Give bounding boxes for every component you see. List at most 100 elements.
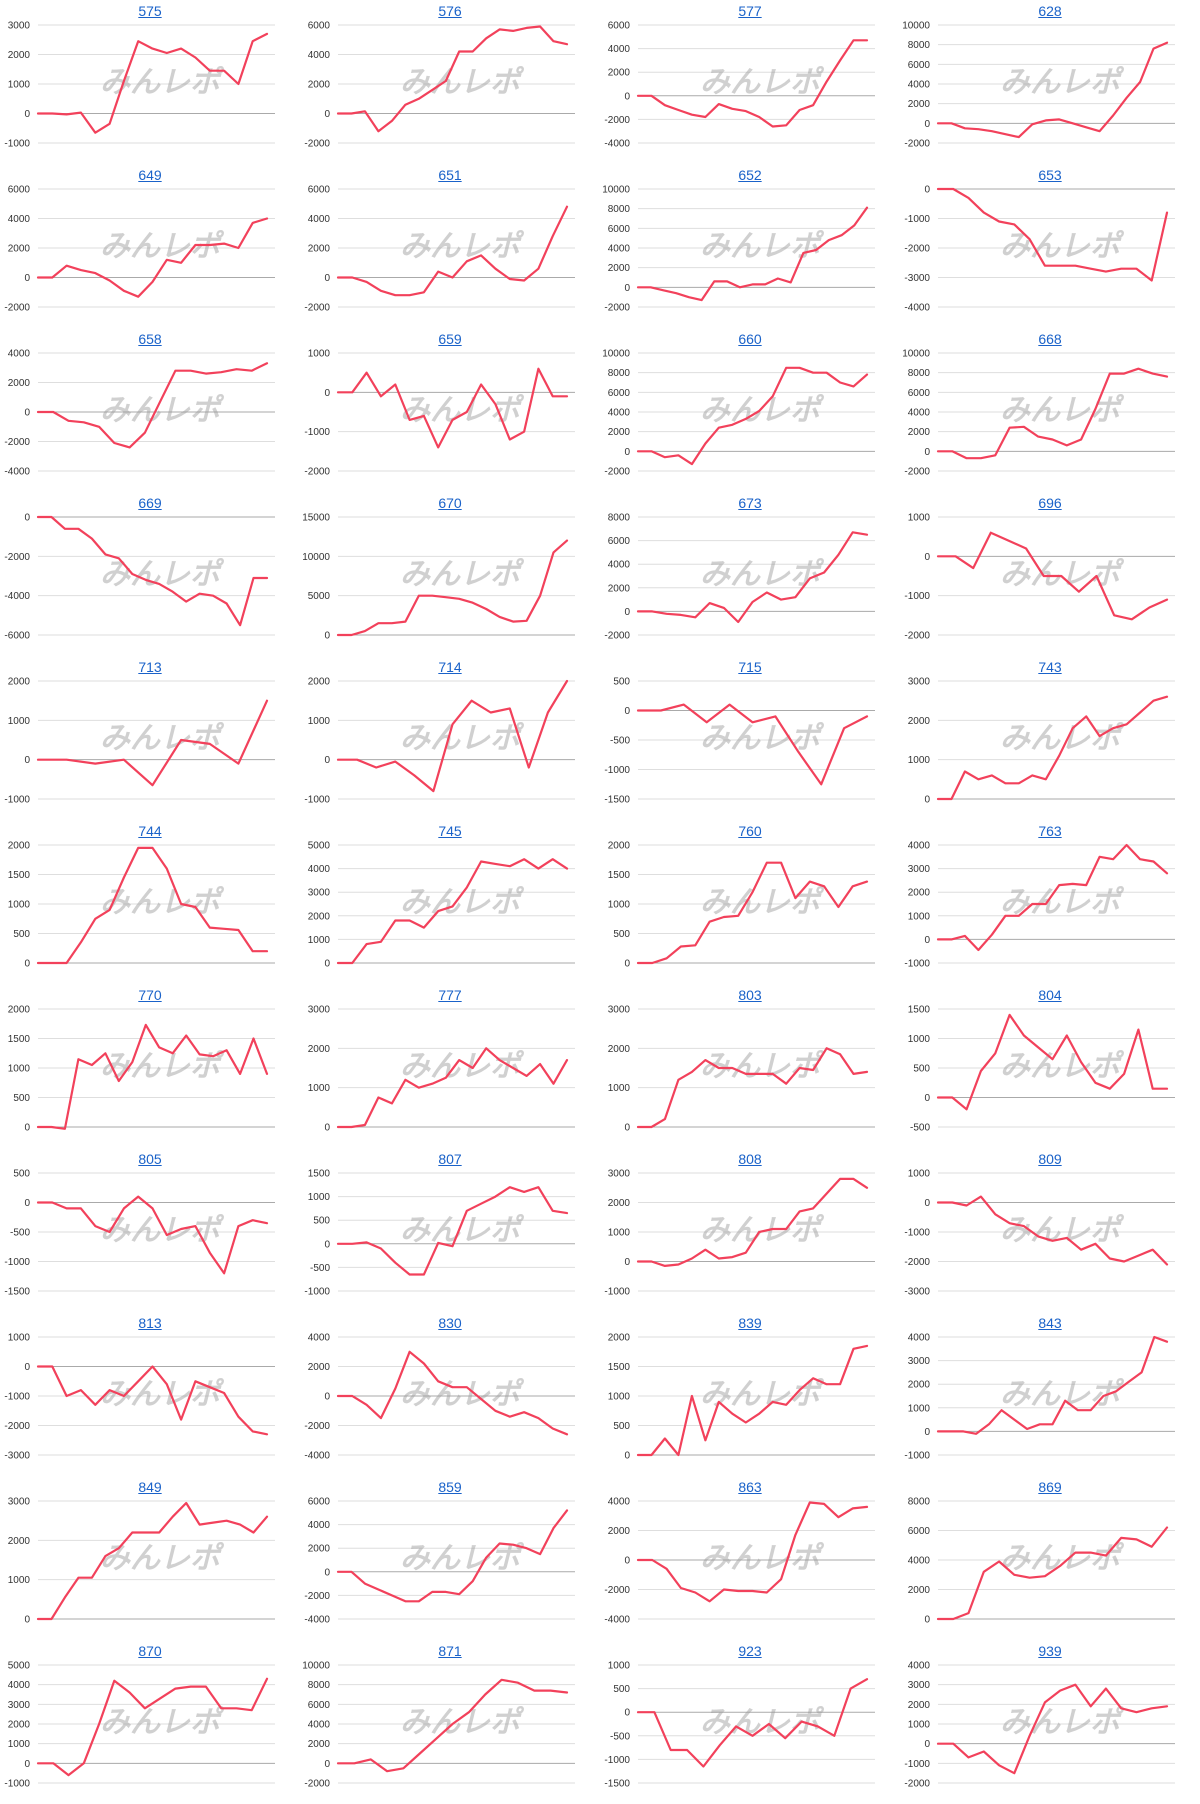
machine-number-link[interactable]: 859 xyxy=(438,1479,462,1495)
machine-number-link[interactable]: 673 xyxy=(738,495,762,511)
y-tick-label: -1000 xyxy=(304,795,330,806)
machine-number-link[interactable]: 628 xyxy=(1038,3,1062,19)
y-tick-label: 2000 xyxy=(308,80,331,91)
machine-number-link[interactable]: 714 xyxy=(438,659,462,675)
y-tick-label: 0 xyxy=(624,283,630,294)
machine-number-link[interactable]: 575 xyxy=(138,3,162,19)
machine-number-link[interactable]: 715 xyxy=(738,659,762,675)
machine-number-link[interactable]: 763 xyxy=(1038,823,1062,839)
machine-number-link[interactable]: 923 xyxy=(738,1643,762,1659)
chart-panel: 1000 0 -1000 -2000 -3000 みんレポ 809 xyxy=(900,1148,1200,1312)
machine-number-link[interactable]: 670 xyxy=(438,495,462,511)
y-tick-label: 2000 xyxy=(608,841,631,852)
machine-number-link[interactable]: 770 xyxy=(138,987,162,1003)
y-tick-label: 8000 xyxy=(908,1497,931,1508)
y-tick-label: 5000 xyxy=(308,841,331,852)
chart-title: 808 xyxy=(600,1148,900,1170)
machine-number-link[interactable]: 869 xyxy=(1038,1479,1062,1495)
machine-number-link[interactable]: 576 xyxy=(438,3,462,19)
line-chart: 10000 8000 6000 4000 2000 0 -2000 みんレポ xyxy=(602,349,875,478)
y-tick-label: 2000 xyxy=(8,841,31,852)
y-tick-label: -2000 xyxy=(604,1585,630,1596)
line-chart: 6000 4000 2000 0 -2000 みんレポ xyxy=(304,21,575,150)
machine-number-link[interactable]: 659 xyxy=(438,331,462,347)
y-tick-label: 4000 xyxy=(608,1497,631,1508)
y-tick-label: 0 xyxy=(624,1556,630,1567)
machine-number-link[interactable]: 830 xyxy=(438,1315,462,1331)
machine-number-link[interactable]: 653 xyxy=(1038,167,1062,183)
series-line xyxy=(336,1678,569,1773)
machine-number-link[interactable]: 660 xyxy=(738,331,762,347)
y-tick-label: 0 xyxy=(24,408,30,419)
chart-title: 649 xyxy=(0,164,300,186)
machine-number-link[interactable]: 745 xyxy=(438,823,462,839)
machine-number-link[interactable]: 777 xyxy=(438,987,462,1003)
machine-number-link[interactable]: 713 xyxy=(138,659,162,675)
machine-number-link[interactable]: 805 xyxy=(138,1151,162,1167)
series-line xyxy=(36,1023,269,1130)
y-tick-label: -2000 xyxy=(604,631,630,642)
y-tick-label: 3000 xyxy=(608,1169,631,1180)
y-tick-label: 4000 xyxy=(308,1333,331,1344)
y-tick-label: 5000 xyxy=(308,591,331,602)
y-tick-label: 0 xyxy=(624,706,630,717)
y-tick-label: 6000 xyxy=(8,185,31,196)
machine-number-link[interactable]: 804 xyxy=(1038,987,1062,1003)
machine-number-link[interactable]: 743 xyxy=(1038,659,1062,675)
machine-number-link[interactable]: 668 xyxy=(1038,331,1062,347)
chart-title: 575 xyxy=(0,0,300,22)
y-tick-label: 1000 xyxy=(308,1192,331,1203)
y-tick-label: -2000 xyxy=(304,139,330,150)
chart-title: 809 xyxy=(900,1148,1200,1170)
machine-number-link[interactable]: 808 xyxy=(738,1151,762,1167)
line-chart: 10000 8000 6000 4000 2000 0 -2000 みんレポ xyxy=(302,1661,575,1790)
chart-panel: 3000 2000 1000 0 みんレポ 803 xyxy=(600,984,900,1148)
machine-number-link[interactable]: 807 xyxy=(438,1151,462,1167)
machine-number-link[interactable]: 669 xyxy=(138,495,162,511)
watermark-logo: みんレポ xyxy=(400,1213,525,1248)
machine-number-link[interactable]: 649 xyxy=(138,167,162,183)
machine-number-link[interactable]: 839 xyxy=(738,1315,762,1331)
machine-number-link[interactable]: 863 xyxy=(738,1479,762,1495)
machine-number-link[interactable]: 651 xyxy=(438,167,462,183)
machine-number-link[interactable]: 870 xyxy=(138,1643,162,1659)
chart-panel: 3000 2000 1000 0 みんレポ 743 xyxy=(900,656,1200,820)
machine-number-link[interactable]: 577 xyxy=(738,3,762,19)
machine-number-link[interactable]: 871 xyxy=(438,1643,462,1659)
machine-number-link[interactable]: 652 xyxy=(738,167,762,183)
machine-number-link[interactable]: 658 xyxy=(138,331,162,347)
y-tick-label: -2000 xyxy=(304,303,330,314)
y-tick-label: 0 xyxy=(324,109,330,120)
machine-number-link[interactable]: 696 xyxy=(1038,495,1062,511)
y-tick-label: 0 xyxy=(324,755,330,766)
y-tick-label: 2000 xyxy=(308,677,331,688)
machine-number-link[interactable]: 809 xyxy=(1038,1151,1062,1167)
y-tick-label: 2000 xyxy=(608,427,631,438)
series-line xyxy=(336,1350,569,1436)
y-tick-label: -1000 xyxy=(604,1755,630,1766)
y-tick-label: 0 xyxy=(24,109,30,120)
watermark-logo: みんレポ xyxy=(400,885,525,920)
watermark-logo: みんレポ xyxy=(400,721,525,756)
machine-number-link[interactable]: 803 xyxy=(738,987,762,1003)
y-tick-label: 3000 xyxy=(8,1497,31,1508)
machine-number-link[interactable]: 744 xyxy=(138,823,162,839)
machine-number-link[interactable]: 849 xyxy=(138,1479,162,1495)
y-tick-label: 2000 xyxy=(908,99,931,110)
machine-number-link[interactable]: 843 xyxy=(1038,1315,1062,1331)
y-tick-label: -3000 xyxy=(904,273,930,284)
machine-number-link[interactable]: 813 xyxy=(138,1315,162,1331)
machine-number-link[interactable]: 760 xyxy=(738,823,762,839)
y-tick-label: 8000 xyxy=(608,513,631,524)
y-tick-label: 4000 xyxy=(908,1556,931,1567)
y-tick-label: 3000 xyxy=(908,1680,931,1691)
chart-title: 660 xyxy=(600,328,900,350)
y-tick-label: 1000 xyxy=(908,911,931,922)
machine-number-link[interactable]: 939 xyxy=(1038,1643,1062,1659)
y-tick-label: 15000 xyxy=(302,513,330,524)
y-tick-label: 1500 xyxy=(608,870,631,881)
watermark-logo: みんレポ xyxy=(400,1541,525,1576)
y-tick-label: -1000 xyxy=(904,1759,930,1770)
y-tick-label: 500 xyxy=(613,1421,630,1432)
